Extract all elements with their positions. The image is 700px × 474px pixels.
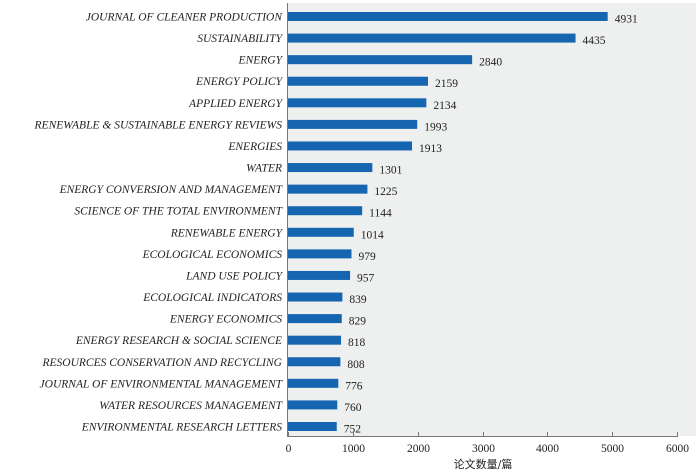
bar — [288, 249, 352, 259]
category-label: SUSTAINABILITY — [197, 33, 283, 45]
bar — [288, 270, 351, 280]
value-label: 752 — [344, 424, 362, 436]
value-label: 4435 — [583, 35, 606, 47]
value-label: 1014 — [361, 229, 384, 241]
value-label: 1993 — [424, 121, 447, 133]
bar — [288, 227, 354, 237]
category-label: WATER — [246, 163, 282, 175]
bar — [288, 292, 343, 302]
value-label: 1913 — [419, 143, 442, 155]
bar — [288, 335, 342, 345]
value-label: 1301 — [379, 165, 402, 177]
bar — [288, 76, 428, 86]
category-labels: JOURNAL OF CLEANER PRODUCTION SUSTAINABIL… — [34, 12, 284, 434]
value-label: 829 — [349, 316, 367, 328]
category-label: ECOLOGICAL ECONOMICS — [142, 249, 283, 261]
x-tick-label: 2000 — [407, 443, 430, 455]
bar — [288, 400, 338, 410]
value-label: 1144 — [369, 208, 392, 220]
bar — [288, 314, 342, 324]
bar — [288, 98, 427, 108]
category-label: ENERGY POLICY — [195, 76, 284, 88]
category-label: ENERGY — [238, 55, 284, 67]
value-label: 776 — [345, 380, 363, 392]
value-label: 2840 — [479, 57, 502, 69]
bar — [288, 357, 341, 367]
x-tick-label: 5000 — [601, 443, 624, 455]
bar — [288, 163, 373, 173]
bar — [288, 184, 368, 194]
category-label: WATER RESOURCES MANAGEMENT — [99, 400, 283, 412]
category-label: LAND USE POLICY — [185, 270, 283, 282]
bar — [288, 206, 363, 216]
bar — [288, 119, 418, 129]
bar — [288, 12, 608, 21]
value-label: 808 — [347, 359, 365, 371]
x-tick-label: 0 — [286, 443, 292, 455]
category-label: ENVIRONMENTAL RESEARCH LETTERS — [81, 422, 282, 434]
category-label: ENERGIES — [227, 141, 282, 153]
value-label: 818 — [348, 337, 366, 349]
x-tick-label: 6000 — [666, 443, 689, 455]
plot-background — [288, 3, 696, 436]
x-axis-ticks: 0 1000 2000 3000 4000 5000 6000 — [286, 432, 689, 455]
x-tick-label: 1000 — [342, 443, 365, 455]
value-label: 839 — [349, 294, 367, 306]
category-label: ECOLOGICAL INDICATORS — [142, 292, 282, 304]
category-label: ENERGY CONVERSION AND MANAGEMENT — [59, 184, 284, 196]
category-label: ENERGY RESEARCH & SOCIAL SCIENCE — [75, 335, 282, 347]
category-label: ENERGY ECONOMICS — [169, 314, 282, 326]
value-label: 979 — [358, 251, 376, 263]
category-label: RENEWABLE ENERGY — [170, 227, 284, 239]
value-label: 760 — [344, 402, 362, 414]
bar — [288, 378, 339, 388]
category-label: APPLIED ENERGY — [188, 98, 284, 110]
category-label: JOURNAL OF ENVIRONMENTAL MANAGEMENT — [40, 378, 284, 390]
value-label: 4931 — [615, 14, 638, 26]
x-tick-label: 3000 — [472, 443, 495, 455]
value-label: 1225 — [374, 186, 397, 198]
x-tick-label: 4000 — [536, 443, 559, 455]
value-labels: 4931 4435 2840 2159 2134 1993 1913 1301 1225 1144… — [344, 14, 638, 436]
bar — [288, 141, 413, 151]
value-label: 2159 — [435, 78, 458, 90]
category-label: JOURNAL OF CLEANER PRODUCTION — [86, 12, 284, 24]
bars-group — [288, 12, 608, 431]
bar — [288, 55, 473, 65]
value-label: 2134 — [433, 100, 456, 112]
bar — [288, 33, 576, 43]
bar — [288, 422, 337, 431]
x-axis-title: 论文数量/篇 — [454, 457, 513, 471]
category-label: SCIENCE OF THE TOTAL ENVIRONMENT — [74, 206, 283, 218]
value-label: 957 — [357, 272, 375, 284]
category-label: RENEWABLE & SUSTAINABLE ENERGY REVIEWS — [34, 119, 283, 131]
category-label: RESOURCES CONSERVATION AND RECYCLING — [42, 357, 283, 369]
